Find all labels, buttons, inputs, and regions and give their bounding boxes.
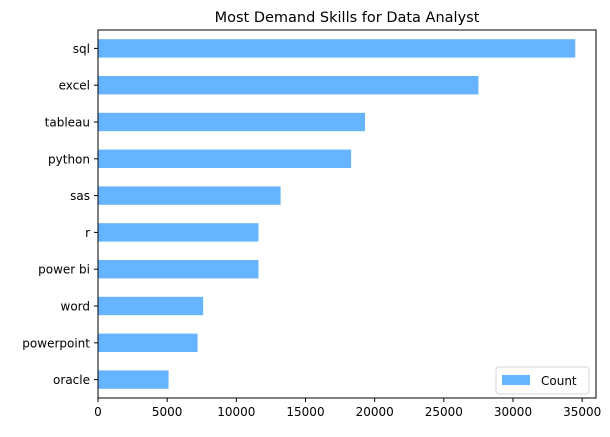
bars-layer xyxy=(98,39,576,389)
x-tick-label: 30000 xyxy=(494,405,532,419)
legend: Count xyxy=(495,366,590,395)
x-tick-label: 15000 xyxy=(286,405,324,419)
y-tick-label: word xyxy=(61,300,91,314)
y-tick-label: tableau xyxy=(45,116,90,130)
x-axis: 0 5000 10000 15000 20000 25000 30000 35000 xyxy=(94,398,601,419)
bar-tableau xyxy=(98,112,365,132)
bar-sql xyxy=(98,39,576,58)
x-tick-label: 20000 xyxy=(356,405,394,419)
y-tick-label: python xyxy=(48,152,90,166)
legend-box xyxy=(495,366,590,395)
y-tick-label: sas xyxy=(70,189,90,203)
x-tick-label: 25000 xyxy=(425,405,463,419)
y-tick-label: power bi xyxy=(38,263,90,277)
y-tick-label: powerpoint xyxy=(22,336,90,350)
x-tick-label: 5000 xyxy=(152,405,183,419)
bar-r xyxy=(98,223,259,242)
bar-power-bi xyxy=(98,260,259,279)
legend-label-count: Count xyxy=(541,374,577,388)
x-tick-label: 0 xyxy=(94,405,102,419)
plot-area-frame xyxy=(97,29,597,399)
bar-python xyxy=(98,149,352,168)
y-axis: sql excel tableau python sas r power bi word pow… xyxy=(22,42,98,387)
y-tick-label: oracle xyxy=(53,373,90,387)
bar-powerpoint xyxy=(98,333,198,352)
bar-excel xyxy=(98,76,479,95)
x-tick-label: 35000 xyxy=(563,405,601,419)
y-tick-label: sql xyxy=(73,42,90,56)
bar-word xyxy=(98,296,204,316)
legend-swatch-count xyxy=(502,375,530,385)
bar-oracle xyxy=(98,370,169,389)
x-tick-label: 10000 xyxy=(217,405,255,419)
y-tick-label: r xyxy=(85,226,90,240)
bar-sas xyxy=(98,186,281,205)
chart-title: Most Demand Skills for Data Analyst xyxy=(215,10,480,26)
y-tick-label: excel xyxy=(59,79,90,93)
